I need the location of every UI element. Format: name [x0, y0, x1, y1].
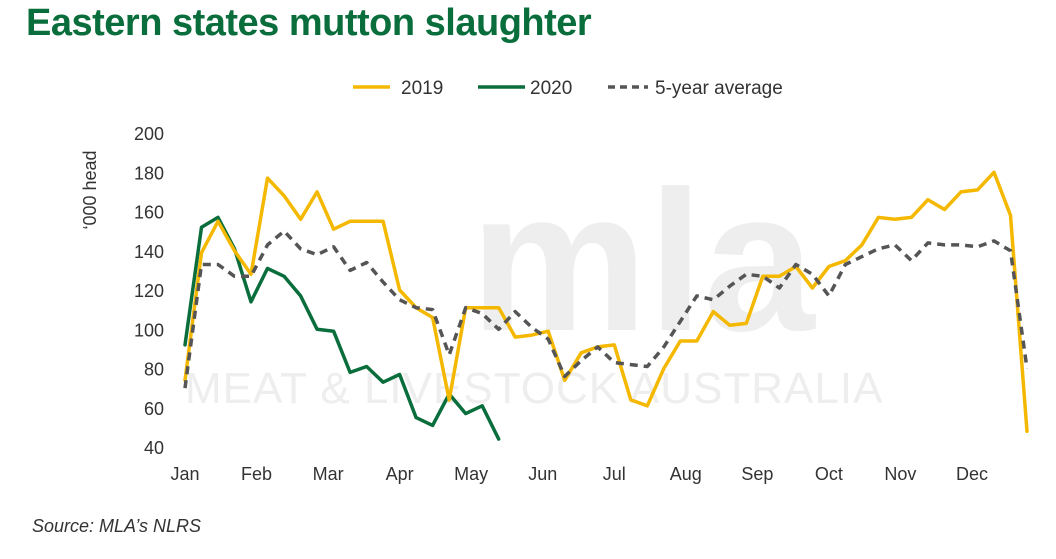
- y-tick-label: 200: [134, 124, 164, 144]
- x-tick-label: Dec: [956, 464, 988, 484]
- x-tick-label: Nov: [884, 464, 916, 484]
- x-tick-label: Jul: [603, 464, 626, 484]
- series-line-5-year-average: [183, 229, 1029, 389]
- y-tick-label: 160: [134, 203, 164, 223]
- x-tick-label: Jan: [170, 464, 199, 484]
- plot-lines: [183, 170, 1029, 441]
- series-line-2019: [183, 170, 1029, 434]
- x-axis: Jan Feb Mar Apr May Jun Jul Aug Sep Oct Nov Dec: [170, 464, 987, 484]
- x-tick-label: Apr: [386, 464, 414, 484]
- y-tick-label: 180: [134, 163, 164, 183]
- y-tick-label: 100: [134, 320, 164, 340]
- y-tick-label: 80: [144, 360, 164, 380]
- y-axis-title: ‘000 head: [80, 150, 100, 229]
- watermark-logo: mla: [470, 150, 816, 373]
- legend: 2019 2020 5-year average: [353, 78, 783, 99]
- chart-title: Eastern states mutton slaughter: [26, 2, 592, 44]
- source-note: Source: MLA’s NLRS: [32, 516, 202, 536]
- y-tick-label: 120: [134, 281, 164, 301]
- x-tick-label: May: [454, 464, 488, 484]
- legend-label: 5-year average: [655, 78, 783, 99]
- legend-label: 2020: [530, 78, 572, 99]
- y-axis: 40 60 80 100 120 140 160 180 200: [134, 124, 164, 458]
- watermark-text: MEAT & LIVESTOCK AUSTRALIA: [185, 364, 883, 413]
- y-tick-label: 60: [144, 399, 164, 419]
- y-tick-label: 140: [134, 242, 164, 262]
- x-tick-label: Aug: [670, 464, 702, 484]
- x-tick-label: Oct: [815, 464, 843, 484]
- legend-label: 2019: [401, 78, 443, 99]
- x-tick-label: Mar: [313, 464, 344, 484]
- x-tick-label: Feb: [241, 464, 272, 484]
- y-tick-label: 40: [144, 438, 164, 458]
- x-tick-label: Sep: [741, 464, 773, 484]
- x-tick-label: Jun: [528, 464, 557, 484]
